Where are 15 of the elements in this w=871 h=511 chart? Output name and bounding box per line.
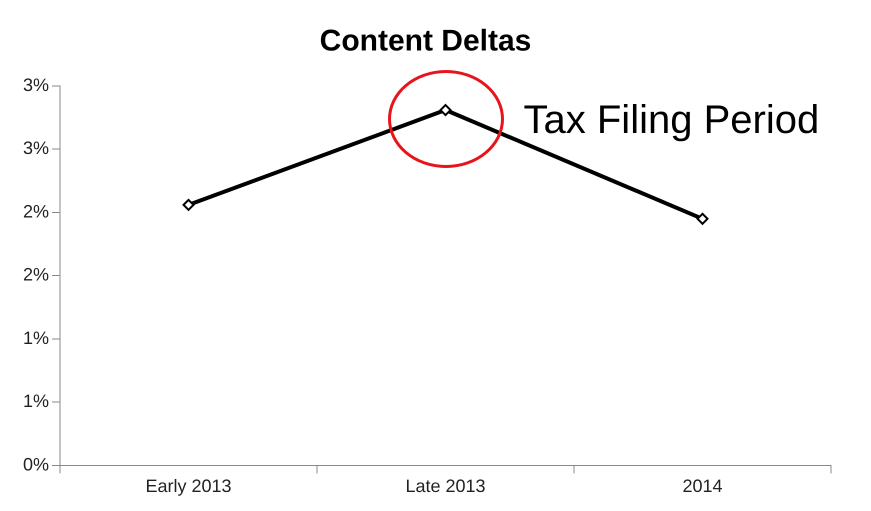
y-tick-label: 3% [23,74,50,95]
y-tick-label: 0% [23,454,50,474]
y-tick-label: 2% [23,264,50,285]
x-tick-label: 2014 [682,476,723,496]
y-tick-label: 2% [23,201,50,222]
point [440,104,452,116]
x-tick-label: Late 2013 [405,476,486,496]
point [182,198,195,211]
y-tick-label: 1% [23,391,50,412]
annotation: Tax Filing Period [524,98,820,142]
chart-title: Content Deltas [320,24,532,58]
y-tick-label: 3% [23,138,50,158]
point [696,212,709,225]
y-tick-label: 1% [23,328,50,348]
x-tick-label: Early 2013 [145,476,232,496]
